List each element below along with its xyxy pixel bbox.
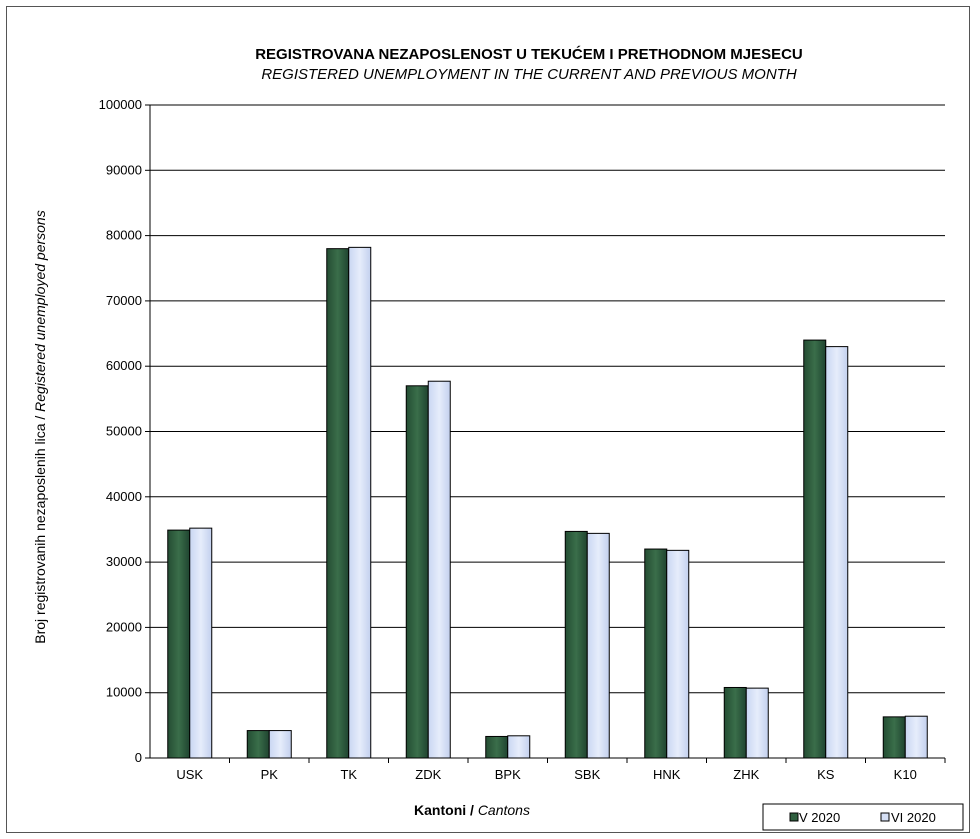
bar-ks-series-2: [825, 346, 849, 759]
x-tick-labels: USK PK TK ZDK BPK SBK HNK ZHK KS K10: [176, 758, 946, 782]
y-tick-label: 60000: [106, 358, 142, 373]
y-axis-label: Broj registrovanih nezaposlenih lica / R…: [32, 210, 48, 643]
legend-swatch-v2020: [789, 812, 799, 822]
bar-k10-series-2: [904, 715, 928, 759]
x-tick-label: PK: [261, 767, 279, 782]
bar-zdk-series-2: [427, 380, 451, 759]
legend-swatch-vi2020: [880, 812, 890, 822]
y-tick-label: 0: [135, 750, 142, 765]
y-axis-label-main: Broj registrovanih nezaposlenih lica /: [32, 416, 48, 644]
bar-bpk-series-1: [485, 735, 509, 759]
x-tick-label: USK: [176, 767, 203, 782]
legend-label-vi2020: VI 2020: [891, 810, 936, 825]
x-tick-label: KS: [817, 767, 835, 782]
y-tick-label: 80000: [106, 228, 142, 243]
bar-zdk-series-1: [405, 385, 429, 759]
x-tick-label: TK: [340, 767, 357, 782]
x-tick-label: BPK: [495, 767, 521, 782]
bar-pk-series-1: [246, 730, 270, 759]
bar-sbk-series-2: [586, 532, 610, 759]
bar-tk-series-1: [326, 248, 350, 759]
y-tick-labels: 0 10000 20000 30000 40000 50000 60000 70000 8000…: [99, 97, 142, 765]
y-tick-label: 90000: [106, 162, 142, 177]
y-axis-label-italic: Registered unemployed persons: [32, 210, 48, 412]
x-tick-label: ZDK: [415, 767, 441, 782]
x-axis-label: Kantoni / Cantons: [414, 802, 530, 818]
y-tick-label: 40000: [106, 489, 142, 504]
bar-hnk-series-1: [644, 548, 668, 759]
bar-sbk-series-1: [564, 530, 588, 759]
bar-zhk-series-1: [723, 686, 747, 759]
x-axis-label-italic: Cantons: [478, 802, 530, 818]
x-tick-label: HNK: [653, 767, 681, 782]
bars: [167, 246, 928, 759]
x-axis-label-main: Kantoni /: [414, 802, 474, 818]
bar-usk-series-2: [189, 527, 213, 759]
chart-frame: REGISTROVANA NEZAPOSLENOST U TEKUĆEM I P…: [6, 6, 970, 833]
x-tick-label: K10: [894, 767, 917, 782]
legend: V 2020 VI 2020: [762, 803, 964, 831]
y-tick-label: 20000: [106, 619, 142, 634]
bar-hnk-series-2: [666, 549, 690, 759]
y-tick-label: 50000: [106, 424, 142, 439]
x-tick-label: ZHK: [733, 767, 759, 782]
bar-k10-series-1: [882, 716, 906, 759]
bar-usk-series-1: [167, 529, 191, 759]
x-tick-label: SBK: [574, 767, 600, 782]
y-tick-label: 100000: [99, 97, 142, 112]
bar-ks-series-1: [803, 339, 827, 759]
y-tick-label: 30000: [106, 554, 142, 569]
y-tick-label: 70000: [106, 293, 142, 308]
bar-bpk-series-2: [507, 735, 531, 759]
chart-title: REGISTROVANA NEZAPOSLENOST U TEKUĆEM I P…: [255, 45, 803, 63]
bar-zhk-series-2: [745, 687, 769, 759]
chart-subtitle: REGISTERED UNEMPLOYMENT IN THE CURRENT A…: [261, 66, 796, 83]
bar-chart: REGISTROVANA NEZAPOSLENOST U TEKUĆEM I P…: [32, 45, 964, 831]
bar-tk-series-2: [348, 246, 372, 759]
y-tick-label: 10000: [106, 685, 142, 700]
legend-label-v2020: V 2020: [799, 810, 840, 825]
bar-pk-series-2: [268, 730, 292, 759]
